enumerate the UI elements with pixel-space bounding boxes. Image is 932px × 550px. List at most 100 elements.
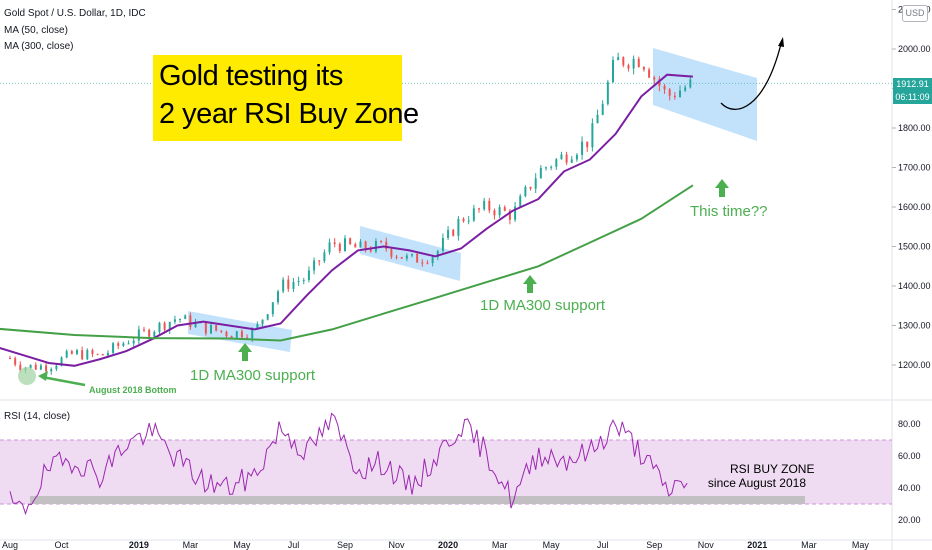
time-axis-label: Jul [597,540,609,550]
price-candle-body [586,141,589,148]
rsi-line [9,412,688,516]
price-candle-body [411,253,413,256]
price-candle-body [194,322,197,327]
price-axis-label: 1700.00 [898,163,931,173]
price-candle-body [374,241,377,252]
price-candle-body [354,244,357,248]
price-candle-body [658,79,661,86]
august-bottom-arrow-shaft [41,375,86,387]
price-candle-body [405,255,408,259]
price-candle-body [313,260,316,271]
time-axis-label: Oct [55,540,70,550]
price-candle-body [91,350,94,355]
time-axis-label: Sep [646,540,662,550]
time-axis-label: May [233,540,251,550]
rsi-axis-label: 80.00 [898,419,921,429]
rsi-axis-label: 40.00 [898,483,921,493]
price-candle-body [19,364,22,371]
price-candle-body [230,336,233,338]
price-candle-body [601,103,604,115]
price-axis-label: 1300.00 [898,321,931,331]
price-candle-body [575,154,578,160]
price-candle-body [9,358,11,360]
price-candle-body [416,253,419,263]
price-candle-body [581,141,584,155]
price-candle-body [369,249,372,252]
price-candle-body [529,186,532,189]
price-candle-body [60,357,63,366]
time-axis-label: Nov [389,540,406,550]
ma50-legend[interactable]: MA (50, close) [4,25,68,36]
price-candle-body [684,87,687,91]
time-axis-label: Nov [698,540,715,550]
price-candle-body [478,208,480,210]
price-candle-body [333,242,336,244]
headline-box [153,55,402,141]
support-label-1: 1D MA300 support [190,367,316,384]
price-candle-body [143,329,145,331]
price-candle-body [539,167,542,179]
price-candle-body [189,315,192,327]
currency-badge[interactable]: USD [902,5,928,22]
price-candle-body [426,262,429,264]
price-candle-body [122,343,125,346]
price-candle-body [287,279,290,289]
price-candle-body [179,318,182,320]
price-candle-body [307,270,310,281]
price-candle-body [591,123,594,148]
price-candle-body [271,302,274,315]
price-candle-body [555,159,558,167]
time-axis-label: 2020 [438,540,458,550]
time-axis-label: 2019 [129,540,149,550]
price-candle-body [251,328,254,339]
price-candle-body [225,331,228,337]
price-candle-body [297,281,300,283]
price-candle-body [45,365,48,372]
price-candle-body [240,331,243,338]
price-candle-body [565,154,568,163]
price-candle-body [441,237,444,251]
headline-line-1: Gold testing its [159,60,343,92]
price-candle-body [436,250,439,258]
price-candle-body [173,319,176,322]
price-candle-body [76,350,78,354]
price-candle-body [380,241,383,243]
august-bottom-marker [18,367,36,385]
price-candle-body [148,329,151,337]
time-axis-label: Mar [801,540,817,550]
price-axis-label: 1200.00 [898,360,931,370]
ma300-legend[interactable]: MA (300, close) [4,41,74,52]
channel-2019-late [360,226,461,281]
rsi-title[interactable]: RSI (14, close) [4,411,71,422]
time-axis-label: May [543,540,561,550]
ma50-line [0,73,693,367]
price-candle-body [81,350,84,360]
price-candle-body [679,90,681,98]
projection-arrow-head [778,37,784,47]
price-candle-body [261,319,264,325]
time-axis-label: Mar [183,540,199,550]
last-price-tag: 1912.91 [893,78,932,91]
price-candle-body [467,220,470,222]
rsi-zone-label-1: RSI BUY ZONE [730,462,815,476]
price-candle-body [39,365,42,370]
rsi-zone-label-2: since August 2018 [707,476,806,490]
channel-2020 [653,48,757,141]
price-candle-body [65,351,68,358]
price-candle-body [338,243,341,251]
price-candle-body [344,238,346,251]
headline-line-2: 2 year RSI Buy Zone [159,98,419,130]
price-candle-body [524,186,527,197]
price-candle-body [653,77,656,80]
price-candle-body [302,280,305,282]
price-candle-body [14,358,17,365]
price-candle-body [50,369,53,372]
august-bottom-label: August 2018 Bottom [89,385,177,395]
support-arrow-1 [238,343,252,361]
channel-2019 [188,311,292,352]
price-candle-body [457,218,460,236]
price-candle-body [96,354,99,356]
price-candle-body [215,325,218,331]
price-candle-body [472,208,475,221]
